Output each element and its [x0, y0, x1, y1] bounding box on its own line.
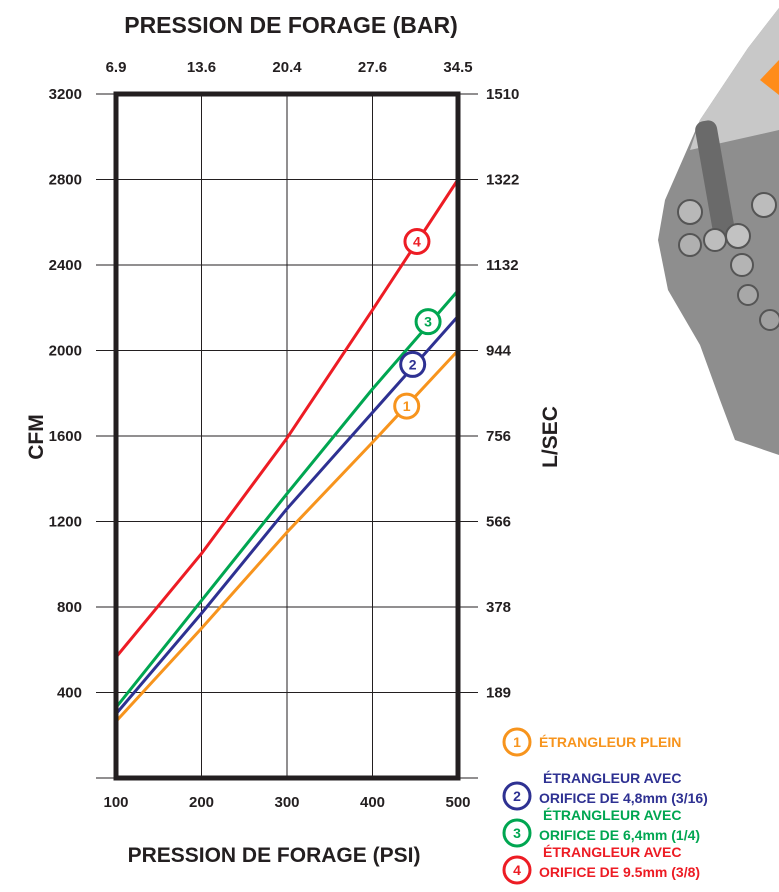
series-markers: 1 2 3 4	[393, 227, 442, 420]
y2-tick-label: 1322	[486, 172, 519, 189]
x-tick-label: 200	[189, 794, 214, 811]
y2-tick-label: 566	[486, 514, 511, 531]
x2-tick-label: 34.5	[443, 59, 472, 76]
series-line-4	[114, 178, 460, 659]
y2-tick-label: 378	[486, 599, 511, 616]
x-tick-label: 100	[103, 794, 128, 811]
y-tick-label: 2400	[49, 257, 82, 274]
series-marker-number-1: 1	[403, 398, 411, 414]
x-axis-label: PRESSION DE FORAGE (PSI)	[128, 844, 421, 867]
y-tick-label: 1200	[49, 514, 82, 531]
legend-marker-circle-3	[502, 818, 532, 848]
legend-label: ORIFICE DE 6,4mm (1/4)	[539, 827, 700, 843]
legend-marker-circle-2	[502, 781, 532, 811]
y-tick-label: 2000	[49, 343, 82, 360]
y2-tick-label: 756	[486, 428, 511, 445]
legend-label: ÉTRANGLEUR AVEC	[543, 770, 681, 786]
x2-tick-label: 27.6	[358, 59, 387, 76]
y2-tick-label: 944	[486, 343, 512, 360]
y-tick-label: 1600	[49, 428, 82, 445]
legend-marker-number-3: 3	[513, 825, 521, 841]
series-marker-number-4: 4	[413, 233, 421, 249]
series-line-2	[114, 315, 460, 715]
x2-tick-label: 13.6	[187, 59, 216, 76]
legend-marker-circle-1	[502, 727, 532, 757]
y-tick-label: 400	[57, 685, 82, 702]
y-axis-label: CFM	[25, 414, 48, 460]
legend-marker-number-2: 2	[513, 788, 521, 804]
legend-label: ÉTRANGLEUR AVEC	[543, 807, 681, 823]
y-tick-label: 2800	[49, 172, 82, 189]
series-marker-circle-3	[414, 308, 442, 336]
y2-axis-label: L/SEC	[539, 406, 562, 468]
legend-label: ORIFICE DE 4,8mm (3/16)	[539, 790, 708, 806]
drill-bit-photo	[658, 8, 779, 455]
y2-tick-label: 189	[486, 685, 511, 702]
plot-frame	[113, 91, 461, 781]
x2-tick-label: 20.4	[272, 59, 302, 76]
x-tick-label: 500	[445, 794, 470, 811]
y2-tick-label: 1510	[486, 86, 519, 103]
legend-marker-number-1: 1	[513, 734, 521, 750]
x-tick-label: 400	[360, 794, 385, 811]
series-line-3	[114, 289, 460, 709]
x-tick-label: 300	[274, 794, 299, 811]
axis-ticks: 100 6.9 200 13.6 300 20.4 400 27.6 500 34.5 400 189…	[49, 59, 520, 811]
series-marker-number-3: 3	[424, 314, 432, 330]
y-tick-label: 3200	[49, 86, 82, 103]
legend-label: ÉTRANGLEUR AVEC	[543, 844, 681, 860]
x2-tick-label: 6.9	[106, 59, 127, 76]
series-marker-number-2: 2	[409, 356, 417, 372]
y2-tick-label: 1132	[486, 257, 519, 274]
chart-title: PRESSION DE FORAGE (BAR)	[124, 12, 458, 38]
series-marker-circle-1	[393, 392, 421, 420]
legend-marker-circle-4	[502, 855, 532, 885]
legend-label: ÉTRANGLEUR PLEIN	[539, 734, 681, 750]
y-tick-label: 800	[57, 599, 82, 616]
legend-label: ORIFICE DE 9.5mm (3/8)	[539, 864, 700, 880]
series-marker-circle-2	[399, 350, 427, 378]
series-marker-circle-4	[403, 227, 431, 255]
legend-marker-number-4: 4	[513, 862, 521, 878]
